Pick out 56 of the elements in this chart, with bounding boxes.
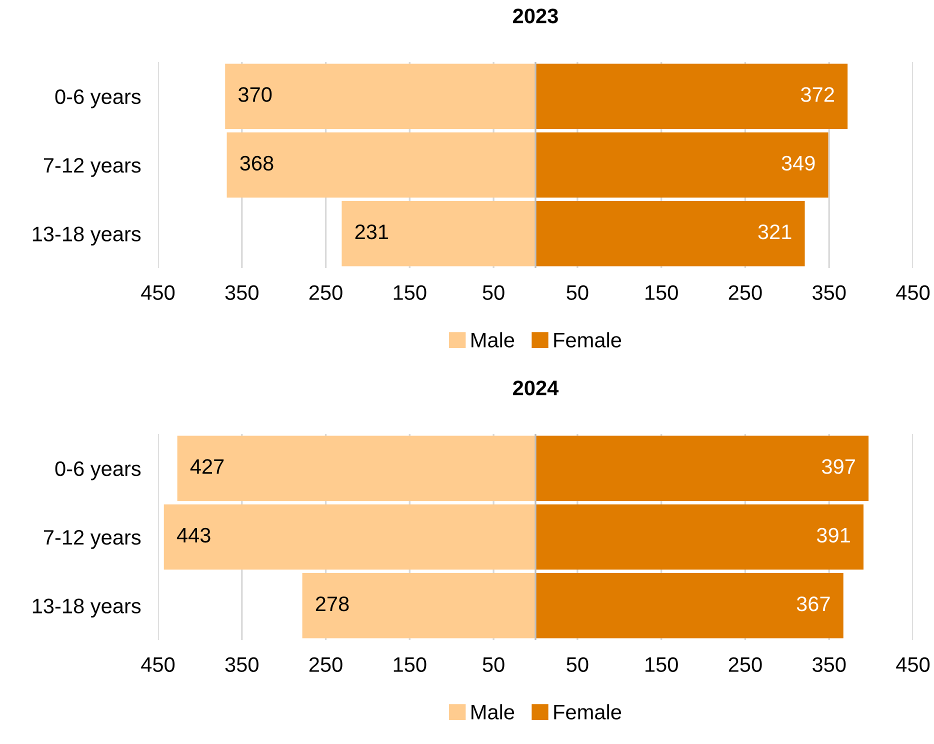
chart-title: 2023 xyxy=(513,8,558,24)
legend-label: Male xyxy=(472,332,514,348)
chart-title: 2024 xyxy=(513,380,559,396)
legend-label: Male xyxy=(472,704,514,720)
bar xyxy=(536,573,844,638)
data-label: 368 xyxy=(240,156,274,171)
data-label: 370 xyxy=(238,87,272,102)
y-tick-label: 7-12 years xyxy=(44,158,141,177)
bar xyxy=(536,201,805,266)
data-label: 443 xyxy=(176,528,210,543)
x-tick-label: 450 xyxy=(896,657,930,672)
x-tick-label: 150 xyxy=(394,285,426,300)
x-tick-label: 450 xyxy=(141,657,175,672)
data-label: 278 xyxy=(316,596,349,612)
y-tick-label: 0-6 years xyxy=(55,89,141,108)
x-tick-label: 50 xyxy=(482,285,504,300)
bar xyxy=(536,132,828,198)
data-label: 231 xyxy=(355,224,388,240)
bar xyxy=(177,436,536,501)
y-tick-label: 13-18 years xyxy=(32,226,141,246)
data-label: 321 xyxy=(758,224,792,240)
data-label: 427 xyxy=(190,459,224,474)
bar xyxy=(342,201,536,266)
data-label: 367 xyxy=(796,596,830,612)
bar xyxy=(226,132,536,198)
bar xyxy=(536,504,864,570)
x-tick-label: 150 xyxy=(646,285,678,300)
y-tick-label: 0-6 years xyxy=(55,461,141,480)
x-tick-label: 50 xyxy=(566,657,588,672)
y-tick-label: 7-12 years xyxy=(44,530,141,549)
x-tick-label: 250 xyxy=(728,285,762,300)
x-tick-label: 250 xyxy=(309,285,342,300)
x-tick-label: 150 xyxy=(394,657,426,672)
x-tick-label: 450 xyxy=(896,285,930,300)
x-tick-label: 50 xyxy=(482,657,504,672)
bar xyxy=(536,64,848,129)
bar xyxy=(164,504,536,570)
legend-label: Female xyxy=(554,332,622,348)
x-tick-label: 350 xyxy=(225,285,258,300)
x-tick-label: 350 xyxy=(812,285,846,300)
data-label: 391 xyxy=(816,528,850,543)
bar xyxy=(536,436,869,501)
x-tick-label: 350 xyxy=(812,657,846,672)
bar xyxy=(225,64,536,129)
y-tick-label: 13-18 years xyxy=(32,598,141,618)
x-tick-label: 150 xyxy=(646,657,678,672)
x-tick-label: 250 xyxy=(309,657,342,672)
data-label: 349 xyxy=(782,156,815,171)
data-label: 372 xyxy=(801,87,834,102)
x-tick-label: 350 xyxy=(225,657,258,672)
legend-label: Female xyxy=(554,704,622,720)
data-label: 397 xyxy=(822,459,855,474)
x-tick-label: 250 xyxy=(728,657,762,672)
x-tick-label: 450 xyxy=(141,285,175,300)
bar xyxy=(302,573,536,638)
x-tick-label: 50 xyxy=(566,285,588,300)
